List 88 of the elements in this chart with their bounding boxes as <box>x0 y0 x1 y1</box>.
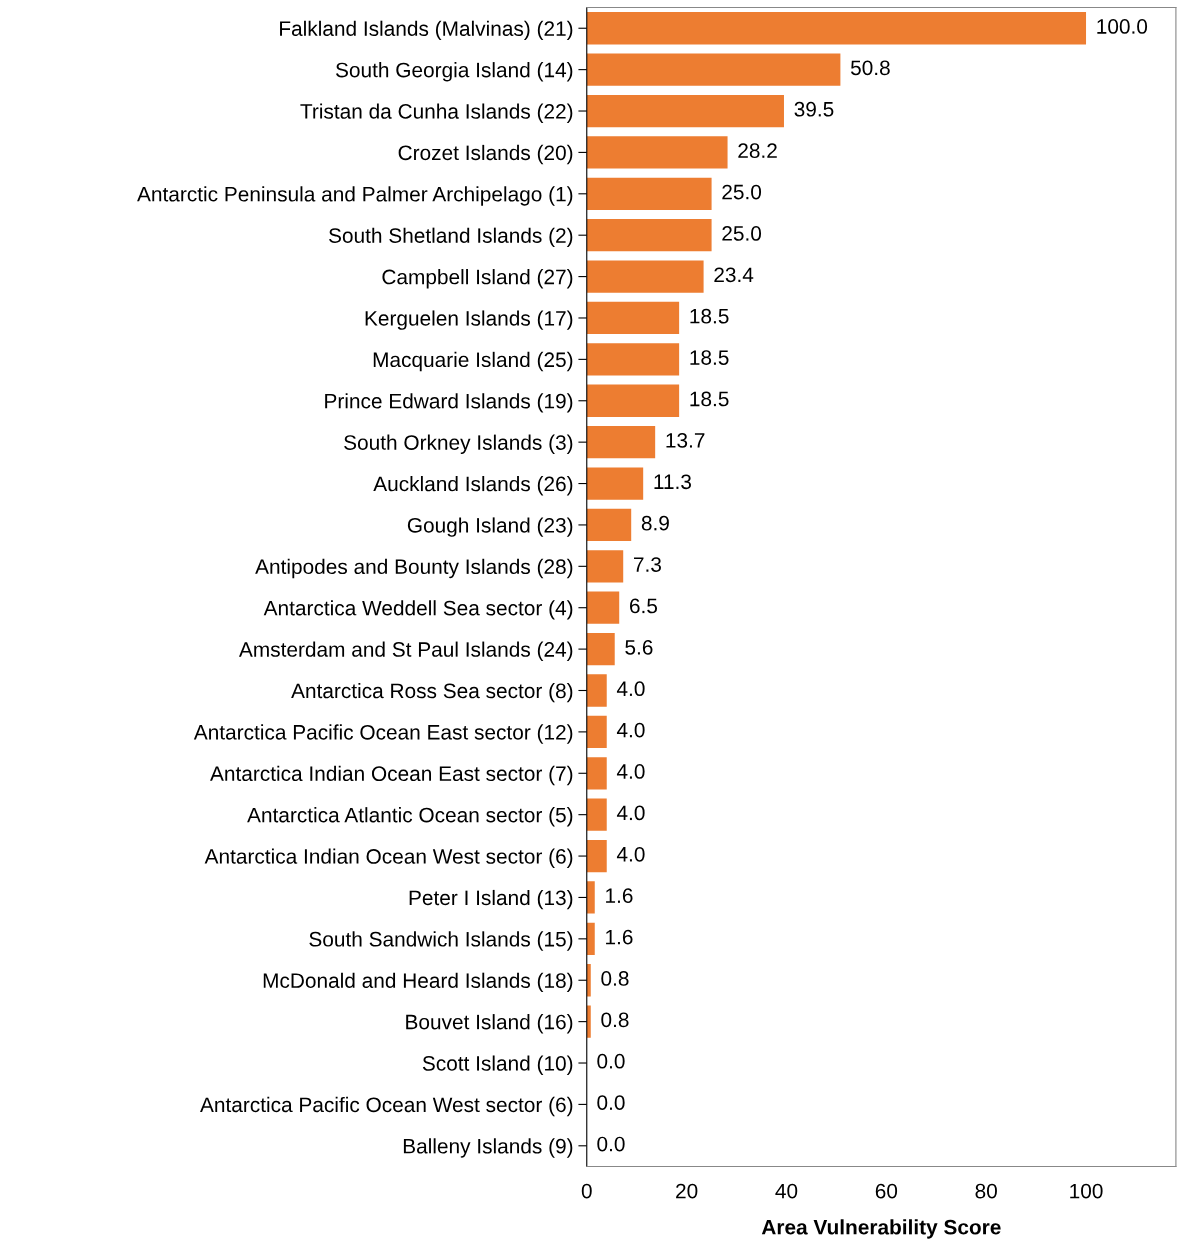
data-label: 18.5 <box>690 308 729 324</box>
y-tick-label: Peter I Island (13) <box>409 889 573 910</box>
x-tick-label: 80 <box>975 1183 997 1199</box>
data-label: 4.0 <box>616 846 645 862</box>
data-label: 1.6 <box>606 929 633 945</box>
data-label: 0.0 <box>597 1095 625 1110</box>
bar <box>586 426 656 459</box>
x-tick-label: 100 <box>1070 1183 1103 1199</box>
data-label: 7.3 <box>634 557 661 572</box>
y-tick-label: Antarctica Atlantic Ocean sector (5) <box>247 807 573 827</box>
data-label: 4.0 <box>616 722 645 738</box>
x-tick-label: 20 <box>676 1183 698 1199</box>
y-tick-label: Scott Island (10) <box>422 1055 573 1075</box>
y-tick-label: Bouvet Island (16) <box>406 1014 573 1034</box>
data-label: 25.0 <box>722 184 762 200</box>
data-label: 8.9 <box>641 515 669 531</box>
bar <box>586 343 680 376</box>
y-tick-label: Antarctica Pacific Ocean East sector (12) <box>193 724 573 744</box>
y-tick-label: South Orkney Islands (3) <box>344 434 573 455</box>
y-tick-label: McDonald and Heard Islands (18) <box>263 972 573 993</box>
bar <box>586 508 632 542</box>
y-tick-label: Antarctica Indian Ocean East sector (7) <box>210 765 573 786</box>
bar <box>586 384 680 417</box>
data-label: 28.2 <box>738 143 777 158</box>
y-tick-label: Macquarie Island (25) <box>373 351 573 372</box>
data-label: 18.5 <box>690 350 729 365</box>
bar <box>586 715 607 749</box>
bar <box>586 467 644 500</box>
y-tick-label: Amsterdam and St Paul Islands (24) <box>238 641 573 661</box>
y-tick-label: Crozet Islands (20) <box>398 144 573 165</box>
data-label: 6.5 <box>630 598 658 614</box>
bar <box>586 136 728 169</box>
y-tick-label: Tristan da Cunha Islands (22) <box>300 103 573 123</box>
bar <box>586 881 595 914</box>
y-tick-label: Antarctica Weddell Sea sector (4) <box>263 600 573 620</box>
data-label: 4.0 <box>616 764 645 779</box>
y-tick-label: Gough Island (23) <box>407 517 573 537</box>
data-label: 50.8 <box>850 60 890 76</box>
data-label: 100.0 <box>1097 19 1148 34</box>
y-tick-label: Antarctic Peninsula and Palmer Archipelago (1) <box>137 186 573 206</box>
y-tick-label: South Sandwich Islands (15) <box>309 931 573 951</box>
y-tick-label: Prince Edward Islands (19) <box>325 393 573 413</box>
data-label: 0.8 <box>601 971 629 986</box>
bar <box>586 177 712 210</box>
y-tick-label: Antarctica Indian Ocean West sector (6) <box>204 848 573 868</box>
data-label: 4.0 <box>616 805 645 821</box>
bar <box>586 674 607 707</box>
x-axis-title: Area Vulnerability Score <box>761 1219 1001 1239</box>
y-tick-label: South Georgia Island (14) <box>335 62 573 82</box>
bar <box>586 922 595 955</box>
bar <box>586 53 841 86</box>
data-label: 13.7 <box>666 432 705 448</box>
data-label: 39.5 <box>794 101 834 117</box>
y-tick-label: Campbell Island (27) <box>382 269 573 289</box>
y-tick-label: Antipodes and Bounty Islands (28) <box>255 558 573 579</box>
bar <box>586 798 607 831</box>
y-tick-label: Balleny Islands (9) <box>403 1138 573 1158</box>
bar <box>586 550 624 583</box>
bar <box>586 301 680 335</box>
data-label: 4.0 <box>616 681 645 697</box>
bar <box>586 757 607 790</box>
bar <box>586 964 591 997</box>
data-label: 0.8 <box>601 1012 629 1028</box>
y-tick-label: South Shetland Islands (2) <box>329 227 573 248</box>
bar <box>586 1005 591 1038</box>
bar <box>586 12 1087 45</box>
bar <box>586 591 620 624</box>
x-tick-label: 60 <box>875 1183 898 1199</box>
y-tick-label: Antarctica Ross Sea sector (8) <box>291 682 573 703</box>
bar <box>586 94 784 128</box>
data-label: 1.6 <box>606 888 633 904</box>
y-tick-label: Auckland Islands (26) <box>373 475 573 496</box>
bar <box>586 632 615 666</box>
data-label: 11.3 <box>654 474 691 490</box>
data-label: 0.0 <box>597 1053 625 1069</box>
bar <box>586 260 704 293</box>
bar <box>586 219 712 252</box>
data-label: 5.6 <box>625 639 653 655</box>
x-tick-label: 40 <box>775 1183 798 1199</box>
bar <box>586 839 607 873</box>
data-label: 25.0 <box>722 226 762 241</box>
y-tick-label: Kerguelen Islands (17) <box>365 310 573 330</box>
data-label: 18.5 <box>690 391 729 407</box>
y-tick-label: Antarctica Pacific Ocean West sector (6) <box>200 1096 573 1117</box>
data-label: 0.0 <box>597 1136 625 1152</box>
data-label: 23.4 <box>714 267 754 283</box>
x-tick-label: 0 <box>581 1183 592 1199</box>
y-tick-label: Falkland Islands (Malvinas) (21) <box>280 20 573 41</box>
